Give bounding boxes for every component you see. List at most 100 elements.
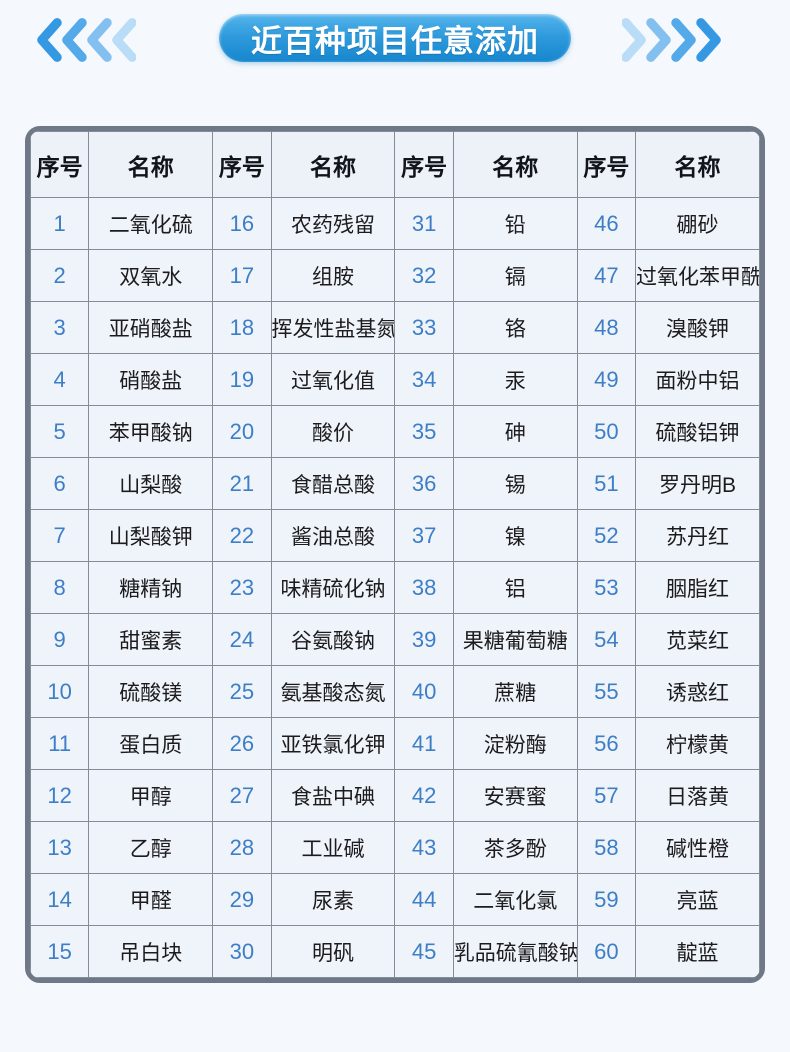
chevron-right-icon [646,18,671,62]
chevron-left-icon [37,18,62,62]
item-number: 24 [212,613,272,666]
item-number: 40 [394,665,454,718]
item-name: 茶多酚 [452,821,578,874]
item-name: 靛蓝 [635,925,760,978]
table-row: 13 乙醇 28 工业碱 43 茶多酚 58 碱性橙 [30,821,760,874]
item-number: 31 [394,197,454,250]
item-name: 山梨酸钾 [88,509,214,562]
item-name: 组胺 [270,249,396,302]
chevron-right-icon [696,18,721,62]
item-number: 38 [394,561,454,614]
item-number: 39 [394,613,454,666]
item-number: 32 [394,249,454,302]
item-number: 13 [30,821,90,874]
item-number: 36 [394,457,454,510]
item-name: 果糖葡萄糖 [452,613,578,666]
item-number: 42 [394,769,454,822]
item-name: 硫酸镁 [88,665,214,718]
item-number: 20 [212,405,272,458]
item-number: 53 [576,561,637,614]
item-number: 60 [576,925,637,978]
table-row: 15 吊白块 30 明矾 45 乳品硫氰酸钠 60 靛蓝 [30,925,760,978]
item-name: 吊白块 [88,925,214,978]
item-number: 12 [30,769,90,822]
item-number: 56 [576,717,637,770]
item-name: 苯甲酸钠 [88,405,214,458]
item-number: 7 [30,509,90,562]
item-number: 48 [576,301,637,354]
item-name: 面粉中铝 [635,353,760,406]
column-header: 序号 [212,131,272,198]
item-number: 29 [212,873,272,926]
item-number: 28 [212,821,272,874]
item-number: 25 [212,665,272,718]
item-number: 33 [394,301,454,354]
item-name: 铝 [452,561,578,614]
table-row: 2 双氧水 17 组胺 32 镉 47 过氧化苯甲酰 [30,249,760,302]
item-name: 二氧化硫 [88,197,214,250]
table-row: 8 糖精钠 23 味精硫化钠 38 铝 53 胭脂红 [30,561,760,614]
item-name: 山梨酸 [88,457,214,510]
item-name: 溴酸钾 [635,301,760,354]
item-number: 50 [576,405,637,458]
item-name: 苏丹红 [635,509,760,562]
item-number: 49 [576,353,637,406]
item-name: 乙醇 [88,821,214,874]
item-number: 22 [212,509,272,562]
chevron-left-icon [62,18,87,62]
item-name: 食盐中碘 [270,769,396,822]
item-number: 55 [576,665,637,718]
item-number: 15 [30,925,90,978]
item-name: 酸价 [270,405,396,458]
item-name: 过氧化值 [270,353,396,406]
item-number: 6 [30,457,90,510]
item-name: 硝酸盐 [88,353,214,406]
item-number: 9 [30,613,90,666]
chevron-right-icon [622,18,646,62]
item-number: 16 [212,197,272,250]
item-name: 苋菜红 [635,613,760,666]
item-number: 46 [576,197,637,250]
chevron-left-icon [87,18,112,62]
item-name: 工业碱 [270,821,396,874]
item-name: 甲醛 [88,873,214,926]
item-name: 食醋总酸 [270,457,396,510]
item-name: 甜蜜素 [88,613,214,666]
column-header: 名称 [270,131,396,198]
column-header: 序号 [30,131,90,198]
item-number: 23 [212,561,272,614]
item-number: 27 [212,769,272,822]
item-name: 碱性橙 [635,821,760,874]
item-number: 4 [30,353,90,406]
item-name: 甲醇 [88,769,214,822]
item-name: 亚铁氯化钾 [270,717,396,770]
right-chevrons-decoration [622,18,721,62]
item-name: 硫酸铝钾 [635,405,760,458]
item-name: 罗丹明B [635,457,760,510]
item-number: 58 [576,821,637,874]
item-name: 过氧化苯甲酰 [635,249,760,302]
table-row: 10 硫酸镁 25 氨基酸态氮 40 蔗糖 55 诱惑红 [30,665,760,718]
item-name: 谷氨酸钠 [270,613,396,666]
item-name: 亚硝酸盐 [88,301,214,354]
table-row: 5 苯甲酸钠 20 酸价 35 砷 50 硫酸铝钾 [30,405,760,458]
item-name: 尿素 [270,873,396,926]
table-header-row: 序号 名称 序号 名称 序号 名称 序号 名称 [30,131,760,198]
table-row: 12 甲醇 27 食盐中碘 42 安赛蜜 57 日落黄 [30,769,760,822]
item-number: 2 [30,249,90,302]
table-row: 9 甜蜜素 24 谷氨酸钠 39 果糖葡萄糖 54 苋菜红 [30,613,760,666]
item-number: 10 [30,665,90,718]
item-number: 35 [394,405,454,458]
item-name: 硼砂 [635,197,760,250]
item-number: 19 [212,353,272,406]
table-row: 14 甲醛 29 尿素 44 二氧化氯 59 亮蓝 [30,873,760,926]
column-header: 名称 [452,131,578,198]
column-header: 序号 [576,131,637,198]
table-row: 4 硝酸盐 19 过氧化值 34 汞 49 面粉中铝 [30,353,760,406]
item-name: 镍 [452,509,578,562]
item-name: 亮蓝 [635,873,760,926]
item-name: 氨基酸态氮 [270,665,396,718]
items-table: 序号 名称 序号 名称 序号 名称 序号 名称 1 二氧化硫 16 农药残留 31 铅 46 硼砂 2 双氧水 1… [30,131,760,978]
item-name: 锡 [452,457,578,510]
item-name: 酱油总酸 [270,509,396,562]
